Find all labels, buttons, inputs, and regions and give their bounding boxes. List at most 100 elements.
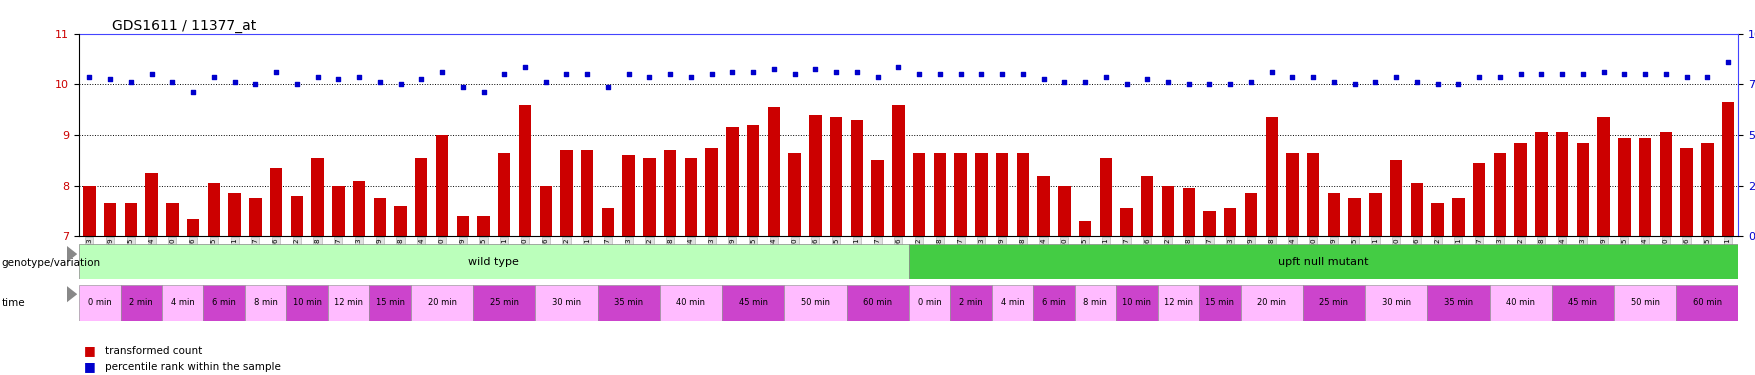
Point bbox=[1216, 81, 1244, 87]
Text: 2 min: 2 min bbox=[958, 298, 983, 307]
Point bbox=[200, 74, 228, 80]
Bar bbox=[228, 193, 240, 236]
Bar bbox=[477, 216, 490, 236]
Point bbox=[283, 81, 311, 87]
Text: 45 min: 45 min bbox=[1567, 298, 1597, 307]
Bar bbox=[1120, 209, 1132, 236]
Point bbox=[75, 74, 104, 80]
Text: 12 min: 12 min bbox=[333, 298, 363, 307]
Bar bbox=[788, 153, 800, 236]
Polygon shape bbox=[67, 246, 77, 262]
Bar bbox=[830, 117, 842, 236]
Point bbox=[800, 66, 828, 72]
Bar bbox=[597, 285, 660, 321]
Bar bbox=[1451, 198, 1464, 236]
Point bbox=[179, 89, 207, 95]
Text: 30 min: 30 min bbox=[1381, 298, 1409, 307]
Point bbox=[1360, 79, 1388, 85]
Bar bbox=[913, 153, 925, 236]
Text: 25 min: 25 min bbox=[1318, 298, 1348, 307]
Point bbox=[593, 84, 621, 90]
Bar bbox=[995, 153, 1007, 236]
Bar bbox=[1701, 142, 1713, 236]
Point bbox=[656, 71, 684, 77]
Text: ■: ■ bbox=[84, 344, 97, 357]
Text: 60 min: 60 min bbox=[1692, 298, 1722, 307]
Text: 20 min: 20 min bbox=[426, 298, 456, 307]
Point bbox=[885, 64, 913, 70]
Bar bbox=[767, 107, 779, 236]
Point bbox=[1567, 71, 1595, 77]
Text: 4 min: 4 min bbox=[1000, 298, 1023, 307]
Bar bbox=[1348, 198, 1360, 236]
Point bbox=[635, 74, 663, 80]
Bar bbox=[1369, 193, 1381, 236]
Bar bbox=[518, 105, 532, 236]
Text: 8 min: 8 min bbox=[254, 298, 277, 307]
Bar bbox=[270, 168, 283, 236]
Text: wild type: wild type bbox=[469, 256, 519, 267]
Bar bbox=[1494, 153, 1506, 236]
Point bbox=[449, 84, 477, 90]
Point bbox=[1299, 74, 1327, 80]
Bar bbox=[953, 153, 967, 236]
Bar bbox=[706, 148, 718, 236]
Bar bbox=[721, 285, 784, 321]
Point bbox=[1402, 79, 1430, 85]
Bar bbox=[186, 219, 200, 236]
Bar bbox=[660, 285, 721, 321]
Bar bbox=[1199, 285, 1241, 321]
Point bbox=[760, 66, 788, 72]
Text: 20 min: 20 min bbox=[1257, 298, 1285, 307]
Point bbox=[781, 71, 809, 77]
Point bbox=[1464, 74, 1492, 80]
Bar bbox=[1032, 285, 1074, 321]
Bar bbox=[809, 115, 821, 236]
Bar bbox=[246, 285, 286, 321]
Point bbox=[1007, 71, 1035, 77]
Bar bbox=[204, 285, 246, 321]
Bar bbox=[411, 285, 472, 321]
Point bbox=[118, 79, 146, 85]
Bar bbox=[1285, 153, 1299, 236]
Text: 45 min: 45 min bbox=[739, 298, 767, 307]
Bar bbox=[1074, 285, 1116, 321]
Bar bbox=[539, 186, 551, 236]
Text: 25 min: 25 min bbox=[490, 298, 518, 307]
Point bbox=[325, 76, 353, 82]
Bar bbox=[1037, 176, 1049, 236]
Bar bbox=[974, 153, 986, 236]
Bar bbox=[1141, 176, 1153, 236]
Point bbox=[718, 69, 746, 75]
Text: 0 min: 0 min bbox=[918, 298, 941, 307]
Bar bbox=[1430, 203, 1443, 236]
Bar bbox=[909, 244, 1737, 279]
Point bbox=[532, 79, 560, 85]
Point bbox=[946, 71, 974, 77]
Point bbox=[967, 71, 995, 77]
Bar bbox=[949, 285, 992, 321]
Point bbox=[614, 71, 642, 77]
Bar bbox=[1078, 221, 1090, 236]
Bar bbox=[167, 203, 179, 236]
Point bbox=[261, 69, 290, 75]
Bar bbox=[374, 198, 386, 236]
Text: 15 min: 15 min bbox=[376, 298, 404, 307]
Bar bbox=[1241, 285, 1302, 321]
Point bbox=[904, 71, 932, 77]
Bar bbox=[498, 153, 511, 236]
Point bbox=[1257, 69, 1285, 75]
Bar bbox=[1099, 158, 1111, 236]
Text: 15 min: 15 min bbox=[1204, 298, 1234, 307]
Point bbox=[1339, 81, 1367, 87]
Text: 8 min: 8 min bbox=[1083, 298, 1107, 307]
Point bbox=[1236, 79, 1264, 85]
Bar bbox=[1364, 285, 1427, 321]
Point bbox=[1609, 71, 1637, 77]
Bar bbox=[121, 285, 161, 321]
Bar bbox=[1244, 193, 1257, 236]
Bar bbox=[684, 158, 697, 236]
Bar bbox=[82, 186, 95, 236]
Bar bbox=[1616, 138, 1630, 236]
Point bbox=[304, 74, 332, 80]
